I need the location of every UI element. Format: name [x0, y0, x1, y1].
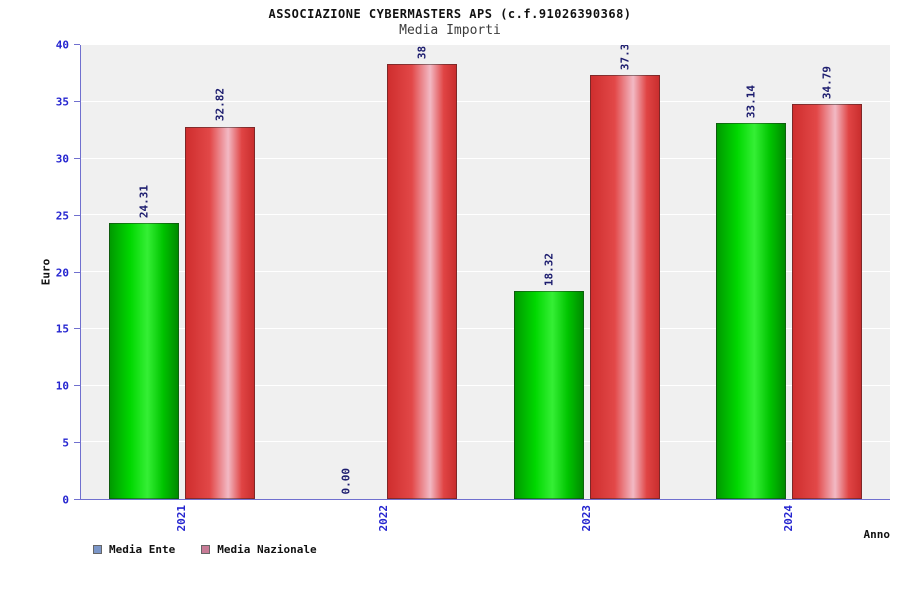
y-tick-mark: [74, 214, 80, 216]
x-tick-label-2022: 2022: [377, 505, 391, 532]
y-tick-label: 30: [55, 152, 69, 166]
bar-slot: 32.82: [185, 45, 256, 499]
y-tick-label: 5: [62, 436, 69, 450]
legend-item-media-ente: Media Ente: [93, 543, 175, 556]
bar-media-ente-2024: [715, 122, 786, 499]
y-tick-mark: [74, 100, 80, 102]
value-label-media-nazionale-2024: 34.79: [820, 66, 834, 100]
chart-subtitle: Media Importi: [399, 23, 501, 38]
bar-slot: 37.36: [589, 45, 660, 499]
x-tick-label-2024: 2024: [782, 505, 796, 532]
legend-label-media-ente: Media Ente: [109, 543, 176, 556]
value-label-media-nazionale-2021: 32.82: [213, 88, 227, 122]
gridline: [81, 157, 890, 159]
y-tick-label: 0: [62, 493, 69, 507]
y-tick-mark: [74, 385, 80, 387]
y-tick-label: 15: [55, 322, 69, 336]
gridline: [81, 271, 890, 272]
bar-slot: 38.31: [387, 45, 458, 499]
value-label-media-nazionale-2023: 37.36: [618, 45, 632, 70]
category-group-2021: 24.31 32.82: [81, 45, 283, 499]
gridline: [81, 327, 890, 329]
x-tick-slot: 2023: [485, 505, 688, 532]
chart-title: ASSOCIAZIONE CYBERMASTERS APS (c.f.91026…: [268, 7, 632, 21]
y-tick-mark: [74, 157, 80, 159]
plot-area: 24.31 32.82 0.00 38.31 18.32 37.36 33.14 34.79: [80, 45, 890, 500]
bar-media-nazionale-2024: [791, 104, 862, 499]
bar-slot: 33.14: [715, 45, 786, 499]
bar-slot: 0.00: [311, 45, 381, 499]
bar-slot: 24.31: [109, 45, 180, 499]
bar-media-nazionale-2022: [387, 64, 458, 499]
value-label-media-ente-2022: 0.00: [339, 467, 353, 495]
category-group-2024: 33.14 34.79: [688, 45, 890, 499]
legend-item-media-nazionale: Media Nazionale: [201, 543, 317, 556]
y-tick-label: 40: [55, 38, 69, 52]
x-tick-label-2023: 2023: [579, 505, 593, 532]
gridline: [81, 214, 890, 216]
y-tick-mark: [74, 44, 80, 45]
x-tick-label-2021: 2021: [174, 505, 188, 532]
y-tick-label: 20: [55, 266, 69, 279]
x-tick-slot: 2021: [80, 505, 283, 532]
value-label-media-ente-2021: 24.31: [137, 184, 151, 219]
y-tick-mark: [74, 499, 80, 500]
y-tick-mark: [74, 328, 80, 330]
gridline: [81, 441, 890, 443]
y-axis: 0 5 10 15 20 25 30 35 40: [0, 40, 80, 506]
legend-label-media-nazionale: Media Nazionale: [217, 543, 317, 556]
y-tick-mark: [74, 442, 80, 444]
x-axis-title: Anno: [863, 528, 891, 541]
value-label-media-ente-2023: 18.32: [542, 252, 556, 287]
bar-media-ente-2023: [513, 291, 584, 499]
gridline: [81, 100, 890, 102]
y-tick-mark: [74, 271, 80, 273]
media-nazionale-swatch-icon: [201, 545, 211, 554]
y-tick-label: 35: [55, 95, 69, 109]
bar-slot: 18.32: [513, 45, 584, 499]
bar-slot: 34.79: [791, 45, 862, 499]
x-tick-slot: 2024: [688, 505, 891, 532]
bar-media-nazionale-2021: [185, 126, 256, 499]
gridline: [81, 384, 890, 386]
x-axis: 2021 2022 2023 2024: [80, 505, 890, 532]
category-group-2023: 18.32 37.36: [486, 45, 688, 499]
bar-media-ente-2021: [109, 223, 180, 499]
value-label-media-nazionale-2022: 38.31: [416, 45, 429, 59]
x-tick-slot: 2022: [283, 505, 486, 532]
category-group-2022: 0.00 38.31: [283, 45, 485, 499]
media-ente-swatch-icon: [93, 545, 102, 554]
y-tick-label: 10: [55, 379, 69, 393]
value-label-media-ente-2024: 33.14: [744, 84, 758, 118]
bar-media-nazionale-2023: [589, 74, 660, 499]
y-tick-label: 25: [55, 209, 69, 223]
legend: Media Ente Media Nazionale: [93, 543, 317, 556]
